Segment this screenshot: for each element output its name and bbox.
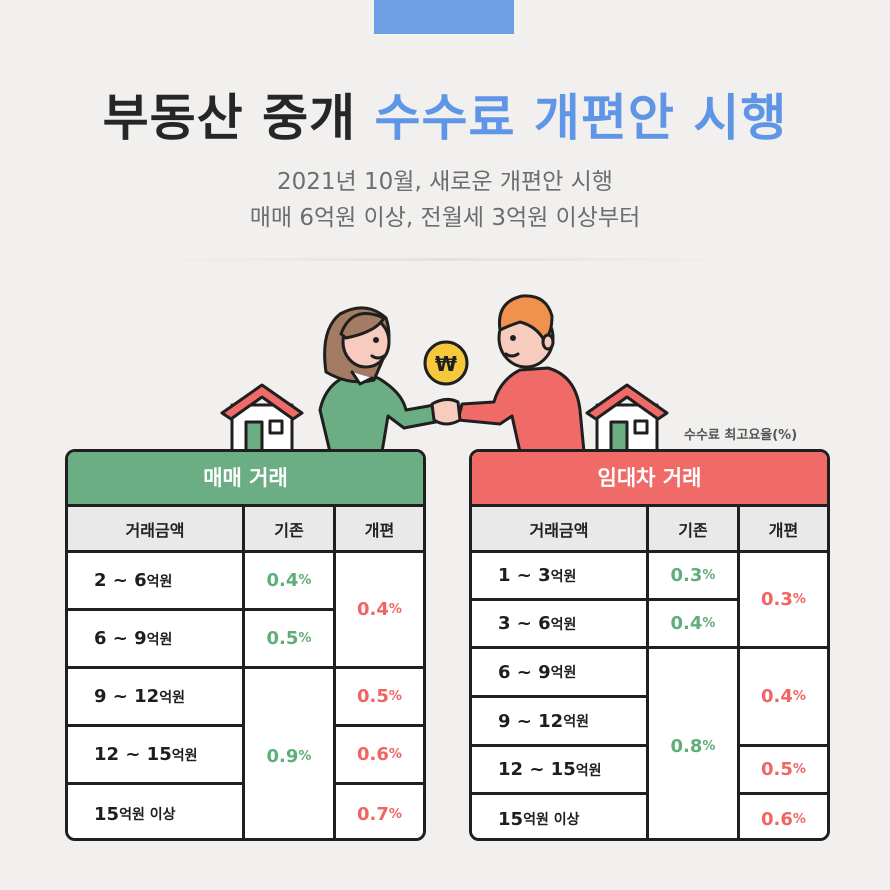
lease-amount-cell: 9 ~ 12 억원 [472, 698, 649, 747]
house-icon-right [585, 383, 669, 453]
lease-amount-cell: 3 ~ 6 억원 [472, 601, 649, 649]
title-part1: 부동산 중개 [102, 89, 357, 147]
lease-panel-title: 임대차 거래 [472, 452, 827, 507]
coin-symbol: ₩ [435, 352, 457, 376]
lease-new-rate: 0.3% [740, 553, 827, 649]
lease-amount-cell: 15 억원 이상 [472, 795, 649, 838]
sale-new-rate: 0.5% [336, 669, 423, 727]
woman-figure [318, 306, 448, 454]
sale-old-rate: 0.9% [245, 669, 336, 838]
handshake-illustration: ₩ [220, 294, 669, 454]
lease-new-rate: 0.5% [740, 747, 827, 795]
handshake [430, 397, 462, 426]
lease-amount-cell: 6 ~ 9 억원 [472, 649, 649, 698]
sale-header-old: 기존 [245, 507, 336, 553]
sale-new-rate: 0.7% [336, 785, 423, 838]
won-coin-icon: ₩ [423, 340, 469, 386]
divider [150, 258, 740, 261]
sale-panel-title: 매매 거래 [68, 452, 423, 507]
sale-amount-cell: 15 억원 이상 [68, 785, 245, 838]
sale-amount-cell: 2 ~ 6 억원 [68, 553, 245, 611]
page-title: 부동산 중개 수수료 개편안 시행 [0, 78, 890, 150]
house-icon-left [220, 383, 304, 453]
man-figure [456, 294, 586, 454]
lease-new-rate: 0.4% [740, 649, 827, 747]
sale-header-amount: 거래금액 [68, 507, 245, 553]
top-tab-decoration [374, 0, 514, 34]
sale-amount-cell: 9 ~ 12 억원 [68, 669, 245, 727]
sale-header-new: 개편 [336, 507, 423, 553]
sale-panel: 매매 거래 거래금액 기존 개편 2 ~ 6 억원 6 ~ 9 억원 9 ~ 12 억… [65, 449, 426, 841]
sale-old-rate: 0.5% [245, 611, 336, 669]
title-part2: 수수료 개편안 시행 [374, 89, 788, 147]
lease-header-new: 개편 [740, 507, 827, 553]
lease-new-rate: 0.6% [740, 795, 827, 838]
lease-header-old: 기존 [649, 507, 740, 553]
sale-new-rate: 0.6% [336, 727, 423, 785]
lease-old-rate: 0.4% [649, 601, 740, 649]
lease-amount-cell: 1 ~ 3 억원 [472, 553, 649, 601]
rate-note: 수수료 최고요율(%) [684, 428, 798, 443]
sale-amount-cell: 12 ~ 15 억원 [68, 727, 245, 785]
lease-old-rate: 0.8% [649, 649, 740, 838]
lease-header-amount: 거래금액 [472, 507, 649, 553]
sale-amount-cell: 6 ~ 9 억원 [68, 611, 245, 669]
sale-new-rate: 0.4% [336, 553, 423, 669]
lease-old-rate: 0.3% [649, 553, 740, 601]
sale-old-rate: 0.4% [245, 553, 336, 611]
lease-amount-cell: 12 ~ 15 억원 [472, 747, 649, 795]
subtitle-line1: 2021년 10월, 새로운 개편안 시행 [277, 169, 613, 195]
subtitle-line2: 매매 6억원 이상, 전월세 3억원 이상부터 [249, 205, 641, 231]
